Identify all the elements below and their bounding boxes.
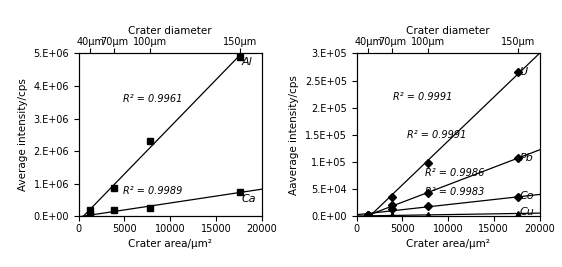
X-axis label: Crater area/μm²: Crater area/μm² — [128, 239, 212, 249]
Y-axis label: Average intensity/cps: Average intensity/cps — [18, 78, 28, 191]
Text: R² = 0.9986: R² = 0.9986 — [425, 168, 484, 178]
Y-axis label: Aaverage intensity/cps: Aaverage intensity/cps — [289, 75, 300, 195]
X-axis label: Crater diameter: Crater diameter — [406, 26, 490, 36]
X-axis label: Crater diameter: Crater diameter — [128, 26, 212, 36]
Text: Pb: Pb — [519, 153, 533, 163]
Text: U: U — [519, 67, 528, 77]
Text: Cu: Cu — [519, 207, 534, 217]
Text: R² = 0.9989: R² = 0.9989 — [123, 186, 182, 196]
Text: R² = 0.9991: R² = 0.9991 — [393, 92, 452, 101]
Text: Al: Al — [242, 57, 252, 66]
Text: Co: Co — [519, 191, 534, 201]
Text: R² = 0.9991: R² = 0.9991 — [407, 129, 466, 140]
Text: R² = 0.9983: R² = 0.9983 — [425, 187, 484, 197]
Text: Ca: Ca — [242, 194, 256, 204]
X-axis label: Crater area/μm²: Crater area/μm² — [406, 239, 490, 249]
Text: R² = 0.9961: R² = 0.9961 — [123, 94, 182, 104]
